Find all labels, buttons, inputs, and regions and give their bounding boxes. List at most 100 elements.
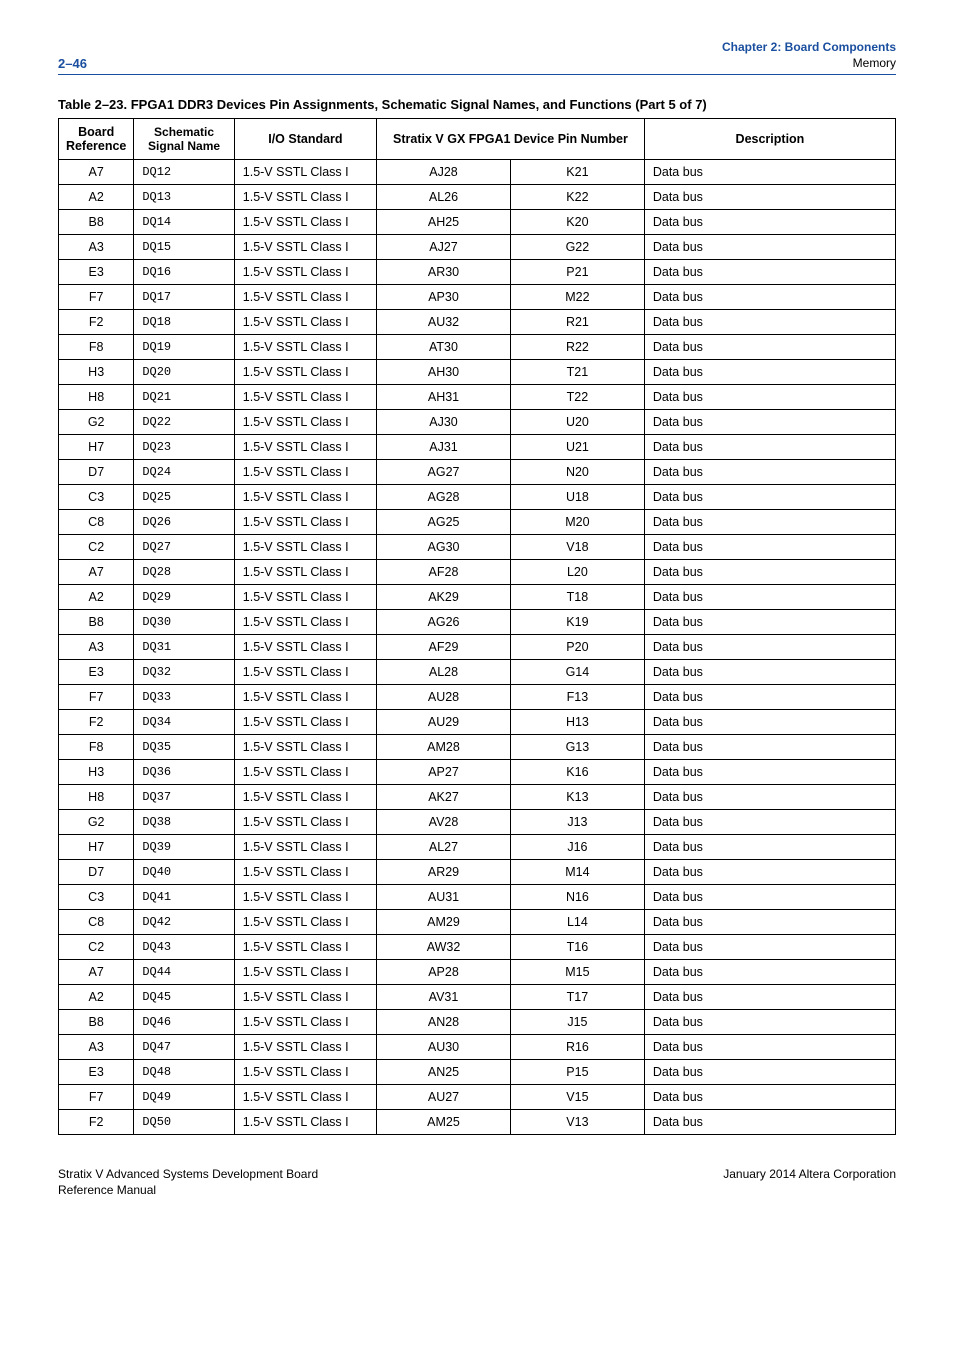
cell-signal-name: DQ17 (134, 285, 234, 310)
chapter-subtitle: Memory (722, 56, 896, 72)
cell-io-standard: 1.5-V SSTL Class I (234, 535, 376, 560)
cell-pin-1: AM25 (377, 1110, 511, 1135)
cell-signal-name: DQ21 (134, 385, 234, 410)
cell-board-ref: F2 (59, 710, 134, 735)
cell-pin-2: K20 (510, 210, 644, 235)
cell-pin-1: AV31 (377, 985, 511, 1010)
table-row: B8DQ461.5-V SSTL Class IAN28J15Data bus (59, 1010, 896, 1035)
table-row: C3DQ411.5-V SSTL Class IAU31N16Data bus (59, 885, 896, 910)
cell-description: Data bus (644, 160, 895, 185)
cell-board-ref: B8 (59, 610, 134, 635)
cell-description: Data bus (644, 1085, 895, 1110)
cell-pin-1: AF28 (377, 560, 511, 585)
table-row: H7DQ391.5-V SSTL Class IAL27J16Data bus (59, 835, 896, 860)
cell-io-standard: 1.5-V SSTL Class I (234, 310, 376, 335)
cell-io-standard: 1.5-V SSTL Class I (234, 735, 376, 760)
cell-description: Data bus (644, 660, 895, 685)
cell-pin-1: AJ28 (377, 160, 511, 185)
cell-pin-2: G13 (510, 735, 644, 760)
cell-signal-name: DQ18 (134, 310, 234, 335)
cell-signal-name: DQ48 (134, 1060, 234, 1085)
cell-pin-2: R21 (510, 310, 644, 335)
cell-pin-2: T16 (510, 935, 644, 960)
cell-pin-2: K22 (510, 185, 644, 210)
cell-description: Data bus (644, 985, 895, 1010)
cell-signal-name: DQ43 (134, 935, 234, 960)
cell-pin-1: AL27 (377, 835, 511, 860)
cell-board-ref: A2 (59, 585, 134, 610)
cell-description: Data bus (644, 1060, 895, 1085)
cell-pin-1: AN25 (377, 1060, 511, 1085)
cell-pin-1: AW32 (377, 935, 511, 960)
cell-board-ref: A7 (59, 160, 134, 185)
cell-pin-1: AR29 (377, 860, 511, 885)
table-row: A7DQ281.5-V SSTL Class IAF28L20Data bus (59, 560, 896, 585)
cell-board-ref: H3 (59, 360, 134, 385)
cell-description: Data bus (644, 1010, 895, 1035)
cell-pin-2: J16 (510, 835, 644, 860)
cell-io-standard: 1.5-V SSTL Class I (234, 610, 376, 635)
cell-description: Data bus (644, 435, 895, 460)
cell-pin-2: J15 (510, 1010, 644, 1035)
cell-signal-name: DQ41 (134, 885, 234, 910)
cell-signal-name: DQ44 (134, 960, 234, 985)
cell-pin-2: R16 (510, 1035, 644, 1060)
cell-signal-name: DQ24 (134, 460, 234, 485)
cell-board-ref: H8 (59, 385, 134, 410)
cell-pin-1: AH25 (377, 210, 511, 235)
cell-description: Data bus (644, 910, 895, 935)
cell-io-standard: 1.5-V SSTL Class I (234, 635, 376, 660)
cell-io-standard: 1.5-V SSTL Class I (234, 860, 376, 885)
cell-description: Data bus (644, 860, 895, 885)
cell-io-standard: 1.5-V SSTL Class I (234, 685, 376, 710)
table-row: H3DQ201.5-V SSTL Class IAH30T21Data bus (59, 360, 896, 385)
cell-pin-1: AN28 (377, 1010, 511, 1035)
cell-pin-1: AP30 (377, 285, 511, 310)
cell-pin-1: AT30 (377, 335, 511, 360)
cell-pin-2: K19 (510, 610, 644, 635)
cell-io-standard: 1.5-V SSTL Class I (234, 335, 376, 360)
cell-signal-name: DQ28 (134, 560, 234, 585)
cell-board-ref: D7 (59, 860, 134, 885)
table-row: C2DQ271.5-V SSTL Class IAG30V18Data bus (59, 535, 896, 560)
footer-doc-title: Stratix V Advanced Systems Development B… (58, 1167, 318, 1181)
cell-board-ref: A7 (59, 560, 134, 585)
cell-pin-1: AJ27 (377, 235, 511, 260)
cell-pin-2: L20 (510, 560, 644, 585)
cell-pin-2: V18 (510, 535, 644, 560)
cell-pin-1: AJ30 (377, 410, 511, 435)
footer-left: Stratix V Advanced Systems Development B… (58, 1167, 318, 1198)
cell-description: Data bus (644, 760, 895, 785)
table-row: A3DQ471.5-V SSTL Class IAU30R16Data bus (59, 1035, 896, 1060)
cell-pin-2: M20 (510, 510, 644, 535)
cell-io-standard: 1.5-V SSTL Class I (234, 485, 376, 510)
cell-io-standard: 1.5-V SSTL Class I (234, 1060, 376, 1085)
cell-description: Data bus (644, 885, 895, 910)
cell-io-standard: 1.5-V SSTL Class I (234, 1085, 376, 1110)
table-row: C8DQ261.5-V SSTL Class IAG25M20Data bus (59, 510, 896, 535)
page-number: 2–46 (58, 56, 87, 71)
table-row: B8DQ301.5-V SSTL Class IAG26K19Data bus (59, 610, 896, 635)
cell-pin-1: AL28 (377, 660, 511, 685)
cell-pin-1: AG28 (377, 485, 511, 510)
table-row: H3DQ361.5-V SSTL Class IAP27K16Data bus (59, 760, 896, 785)
cell-pin-1: AV28 (377, 810, 511, 835)
cell-io-standard: 1.5-V SSTL Class I (234, 835, 376, 860)
table-row: C8DQ421.5-V SSTL Class IAM29L14Data bus (59, 910, 896, 935)
col-header-board-ref: Board Reference (59, 119, 134, 160)
cell-pin-2: P21 (510, 260, 644, 285)
cell-description: Data bus (644, 585, 895, 610)
col-header-pin-number: Stratix V GX FPGA1 Device Pin Number (377, 119, 645, 160)
cell-board-ref: H8 (59, 785, 134, 810)
cell-description: Data bus (644, 410, 895, 435)
cell-io-standard: 1.5-V SSTL Class I (234, 710, 376, 735)
cell-io-standard: 1.5-V SSTL Class I (234, 585, 376, 610)
cell-board-ref: E3 (59, 660, 134, 685)
table-row: C3DQ251.5-V SSTL Class IAG28U18Data bus (59, 485, 896, 510)
cell-signal-name: DQ45 (134, 985, 234, 1010)
cell-description: Data bus (644, 810, 895, 835)
cell-io-standard: 1.5-V SSTL Class I (234, 435, 376, 460)
cell-pin-1: AM29 (377, 910, 511, 935)
cell-description: Data bus (644, 535, 895, 560)
table-row: E3DQ481.5-V SSTL Class IAN25P15Data bus (59, 1060, 896, 1085)
